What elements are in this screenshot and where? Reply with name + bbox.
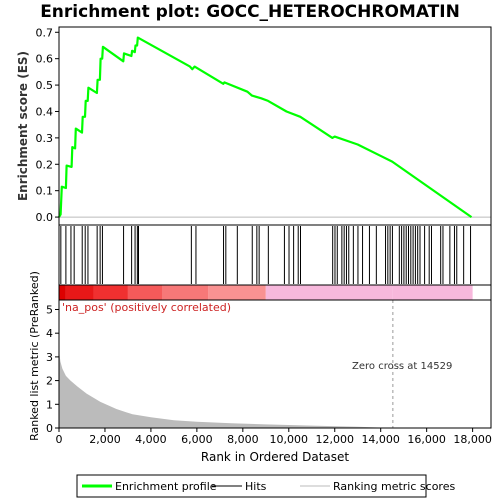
enrichment-profile-line bbox=[58, 36, 473, 219]
rank-colour-bar-segment bbox=[93, 285, 128, 300]
rank-colour-bar-segment bbox=[59, 285, 66, 300]
rank-xtick-label: 16,000 bbox=[407, 433, 446, 446]
chart-title: Enrichment plot: GOCC_HETEROCHROMATIN bbox=[40, 2, 460, 22]
rank-ytick-label: 4 bbox=[46, 327, 53, 340]
legend-ranking-label: Ranking metric scores bbox=[333, 480, 455, 493]
rank-colour-bar-segment bbox=[65, 285, 94, 300]
rank-xtick-label: 6,000 bbox=[181, 433, 213, 446]
rank-colour-bar-segment bbox=[162, 285, 209, 300]
rank-xtick-label: 10,000 bbox=[270, 433, 309, 446]
rank-ytick-label: 0 bbox=[46, 422, 53, 435]
rank-xtick-label: 0 bbox=[56, 433, 63, 446]
rank-xtick-label: 4,000 bbox=[135, 433, 167, 446]
rank-xtick-label: 2,000 bbox=[89, 433, 121, 446]
zero-cross-label: Zero cross at 14529 bbox=[352, 361, 452, 372]
legend-enrichment-label: Enrichment profile bbox=[115, 480, 217, 493]
ranking-metric-area bbox=[59, 347, 395, 428]
es-ytick-label: 0.1 bbox=[36, 185, 54, 198]
rank-colour-bar-segment bbox=[208, 285, 266, 300]
rank-colour-bar-segment bbox=[265, 285, 393, 300]
rank-xtick-label: 18,000 bbox=[453, 433, 492, 446]
rank-ytick-label: 1 bbox=[46, 398, 53, 411]
rank-xtick-label: 8,000 bbox=[227, 433, 259, 446]
hits-panel-frame bbox=[58, 224, 492, 286]
rank-xtick-label: 12,000 bbox=[315, 433, 354, 446]
es-ytick-label: 0.6 bbox=[36, 53, 54, 66]
rank-colour-bar-segment bbox=[392, 285, 473, 300]
es-ylabel: Enrichment score (ES) bbox=[16, 51, 30, 201]
rank-panel-frame bbox=[58, 299, 492, 429]
rank-xtick-label: 14,000 bbox=[361, 433, 400, 446]
rank-colour-bar-segment bbox=[127, 285, 163, 300]
rank-ytick-label: 5 bbox=[46, 303, 53, 316]
es-panel-bg bbox=[59, 27, 491, 225]
es-ytick-label: 0.0 bbox=[36, 211, 54, 224]
es-ytick-label: 0.7 bbox=[36, 26, 54, 39]
legend-hits-label: Hits bbox=[245, 480, 267, 493]
es-ytick-label: 0.5 bbox=[36, 79, 54, 92]
rank-ytick-label: 2 bbox=[46, 375, 53, 388]
es-ytick-label: 0.3 bbox=[36, 132, 54, 145]
legend-box bbox=[76, 474, 427, 498]
positive-correlation-label: 'na_pos' (positively correlated) bbox=[62, 301, 231, 314]
rank-ytick-label: 3 bbox=[46, 351, 53, 364]
rank-xlabel: Rank in Ordered Dataset bbox=[201, 450, 349, 464]
es-ytick-label: 0.2 bbox=[36, 158, 54, 171]
rank-ylabel: Ranked list metric (PreRanked) bbox=[28, 271, 41, 441]
es-ytick-label: 0.4 bbox=[36, 105, 54, 118]
